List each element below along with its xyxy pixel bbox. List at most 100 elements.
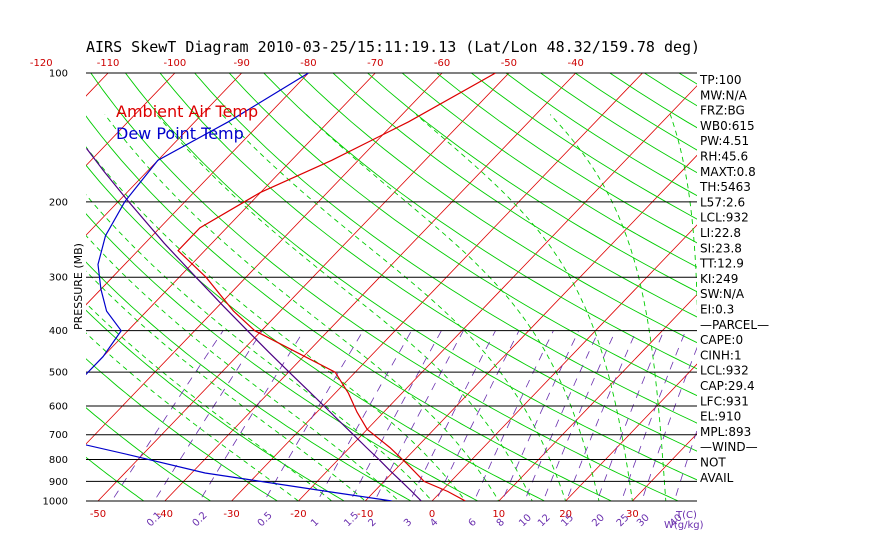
- pressure-tick-label: 100: [49, 69, 68, 80]
- pressure-tick-label: 400: [49, 326, 68, 337]
- moist-adiabat: [104, 114, 500, 501]
- stability-index-item: LI:22.8: [700, 226, 741, 240]
- top-temp-tick-label: -40: [568, 58, 584, 69]
- top-temp-tick-label: -70: [367, 58, 383, 69]
- mixing-ratio-tick-label: 2: [367, 517, 379, 529]
- dry-adiabat: [86, 456, 145, 501]
- stability-index-item: MPL:893: [700, 425, 751, 439]
- stability-index-item: —PARCEL—: [700, 318, 769, 332]
- isotherm-line: [164, 73, 576, 501]
- dewpoint-temp-line: [86, 73, 392, 501]
- bottom-temp-tick-label: 10: [492, 509, 505, 520]
- mixing-ratio-label: W(g/kg): [664, 520, 704, 531]
- pressure-tick-label: 700: [49, 430, 68, 441]
- stability-index-item: SW:N/A: [700, 287, 745, 301]
- dry-adiabat: [263, 73, 697, 370]
- dry-adiabat: [86, 261, 412, 501]
- dry-adiabat: [228, 73, 697, 397]
- stability-index-item: AVAIL: [700, 471, 734, 485]
- top-temp-tick-label: -80: [300, 58, 316, 69]
- pressure-tick-label: 600: [49, 402, 68, 413]
- ambient-temp-line: [177, 73, 496, 501]
- mixing-ratio-line: [524, 330, 600, 501]
- stability-index-item: CAPE:0: [700, 333, 743, 347]
- isotherm-line: [364, 154, 697, 501]
- mixing-ratio-tick-label: 10: [517, 512, 534, 529]
- dry-adiabat: [159, 73, 697, 452]
- mixing-ratio-line: [435, 330, 520, 501]
- pressure-tick-label: 300: [49, 273, 68, 284]
- isotherm-line: [833, 73, 870, 501]
- dry-adiabat: [86, 309, 346, 501]
- stability-index-item: RH:45.6: [700, 150, 748, 164]
- stability-index-item: EI:0.3: [700, 303, 734, 317]
- mixing-ratio-line: [317, 330, 412, 501]
- mixing-ratio-tick-label: 4: [428, 517, 440, 529]
- stability-index-item: MAXT:0.8: [700, 165, 756, 179]
- mixing-ratio-line: [673, 429, 697, 501]
- moist-adiabat: [86, 302, 333, 501]
- mixing-ratio-line: [153, 330, 263, 501]
- legend-dewpoint: Dew Point Temp: [116, 124, 244, 143]
- mixing-ratio-tick-label: 20: [590, 512, 607, 529]
- dry-adiabat: [0, 73, 21, 510]
- mixing-ratio-tick-label: 12: [536, 512, 553, 529]
- pressure-tick-label: 800: [49, 455, 68, 466]
- x-axis-label: T(C): [675, 510, 697, 521]
- top-temp-tick-label: -50: [501, 58, 517, 69]
- chart-title: AIRS SkewT Diagram 2010-03-25/15:11:19.1…: [86, 38, 700, 56]
- mixing-ratio-tick-label: 6: [467, 517, 479, 529]
- stability-index-item: —WIND—: [700, 440, 758, 454]
- stability-index-item: TP:100: [699, 73, 742, 87]
- isotherm-line: [298, 85, 697, 501]
- bottom-temp-tick-label: 0: [429, 509, 435, 520]
- moist-adiabat: [305, 114, 600, 501]
- stability-index-item: KI:249: [700, 272, 738, 286]
- dry-adiabat: [367, 73, 697, 293]
- bottom-temp-tick-label: -50: [90, 509, 106, 520]
- mixing-ratio-line: [374, 330, 464, 501]
- mixing-ratio-line: [621, 330, 686, 501]
- isotherm-line: [86, 73, 376, 375]
- mixing-ratio-tick-label: 1: [309, 517, 321, 529]
- mixing-ratio-line: [501, 330, 579, 501]
- moist-adiabat: [86, 270, 366, 501]
- parcel-path-line: [86, 148, 422, 501]
- dry-adiabat: [125, 73, 697, 481]
- dry-adiabat: [298, 73, 697, 344]
- background-lines: [0, 73, 870, 510]
- stability-indices: TP:100MW:N/AFRZ:BGWB0:615PW:4.51RH:45.6M…: [699, 73, 769, 485]
- moist-adiabat: [86, 194, 433, 501]
- stability-index-item: FRZ:BG: [700, 104, 745, 118]
- bottom-temp-tick-label: -10: [357, 509, 373, 520]
- bottom-temp-tick-label: -40: [157, 509, 173, 520]
- mixing-ratio-line: [409, 330, 496, 501]
- stability-index-item: SI:23.8: [700, 241, 742, 255]
- top-temp-tick-label: -100: [164, 58, 187, 69]
- isotherm-line: [86, 73, 309, 306]
- stability-index-item: TT:12.9: [699, 257, 744, 271]
- mixing-ratio-line: [111, 330, 224, 501]
- isotherm-line: [231, 73, 643, 501]
- mixing-ratio-line: [542, 330, 616, 501]
- stability-index-item: WB0:615: [700, 119, 755, 133]
- dry-adiabat: [86, 358, 279, 501]
- mixing-ratio-line: [473, 330, 554, 501]
- moist-adiabat: [86, 146, 466, 501]
- bottom-temp-tick-label: 30: [626, 509, 639, 520]
- bottom-temp-tick-label: 20: [559, 509, 572, 520]
- pressure-tick-label: 500: [49, 368, 68, 379]
- top-temp-tick-label: -120: [30, 58, 53, 69]
- mixing-ratio-line: [641, 346, 697, 501]
- isotherm-line: [86, 73, 176, 167]
- dry-adiabat: [86, 115, 613, 501]
- stability-index-item: LCL:932: [700, 211, 749, 225]
- stability-index-item: NOT: [700, 456, 726, 470]
- isotherm-line: [86, 73, 242, 236]
- stability-index-item: TH:5463: [699, 180, 751, 194]
- stability-index-item: PW:4.51: [700, 134, 749, 148]
- pressure-tick-label: 200: [49, 197, 68, 208]
- isotherm-line: [565, 363, 697, 501]
- pressure-tick-label: 900: [49, 477, 68, 488]
